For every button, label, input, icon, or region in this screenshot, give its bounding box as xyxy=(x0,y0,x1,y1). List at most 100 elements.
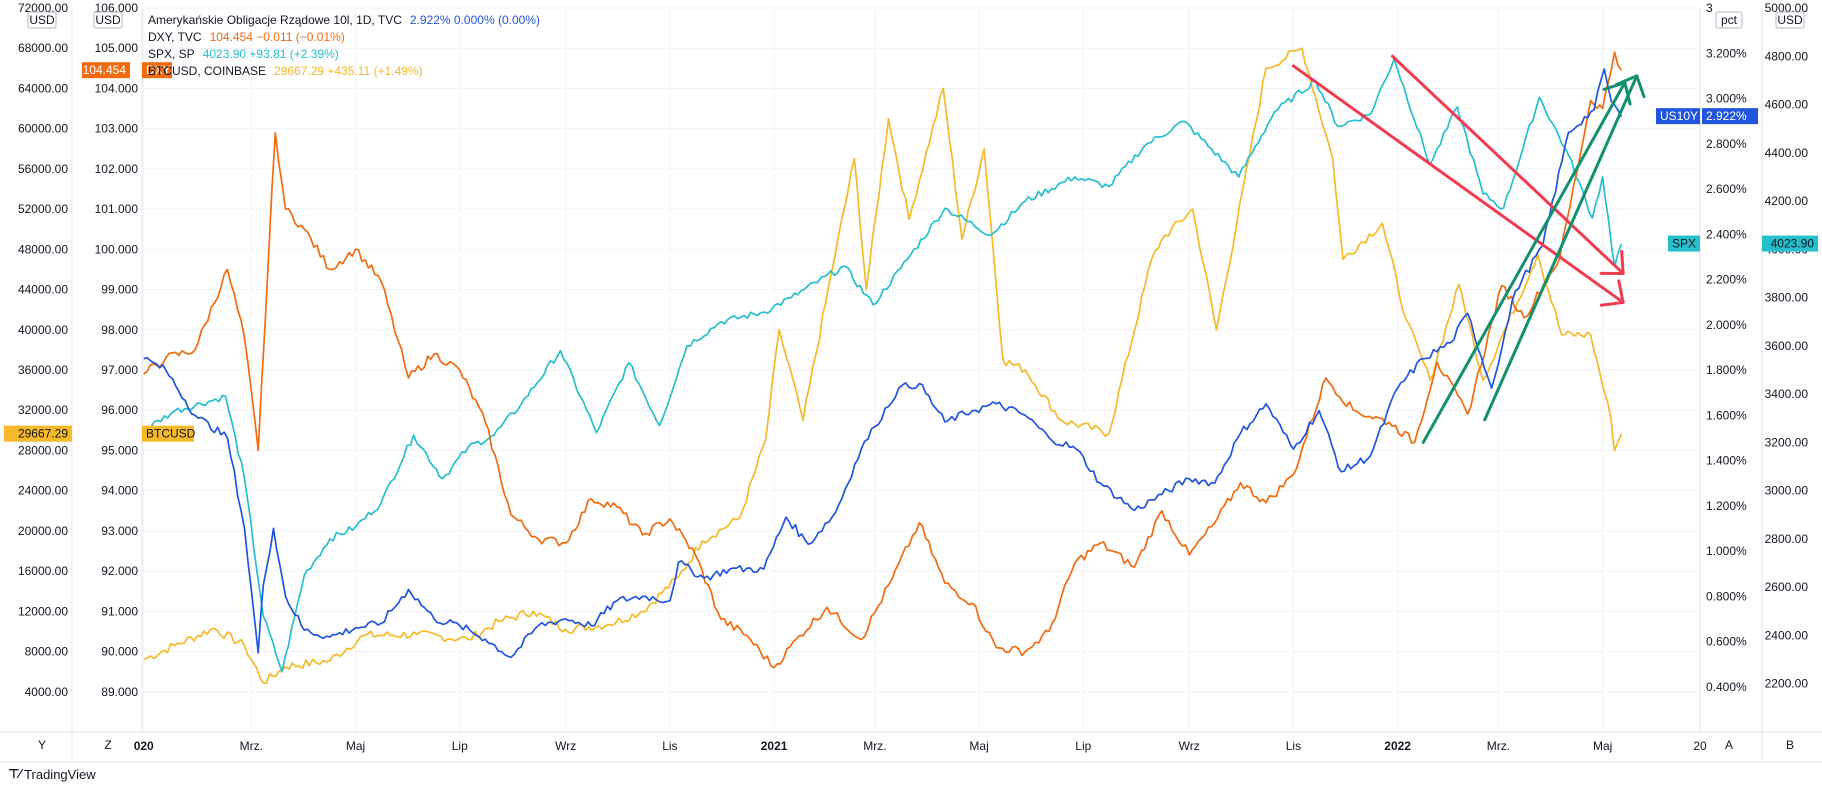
axis-tick-label: 16000.00 xyxy=(18,564,68,578)
btc-label-badge-box xyxy=(142,425,194,442)
axis-tick-label: 92.000 xyxy=(101,564,138,578)
btc-price-axis[interactable]: 4000.00 8000.00 12000.00 16000.00 20000.00 24… xyxy=(18,1,68,699)
far-left-unit-box[interactable] xyxy=(27,11,57,29)
axis-tick-label: 8000.00 xyxy=(25,645,69,659)
left-unit-box[interactable] xyxy=(93,11,123,29)
legend-name-spx: SPX, SP xyxy=(148,47,195,61)
arrow-head[interactable] xyxy=(1599,250,1625,275)
axis-tick-label: 60000.00 xyxy=(18,122,68,136)
axis-tick-label: 2200.00 xyxy=(1765,677,1809,691)
left-unit-label: USD xyxy=(95,13,121,27)
frame xyxy=(0,8,1822,763)
time-tick-label: Mrz. xyxy=(1487,739,1510,753)
series-lines xyxy=(143,47,1623,685)
time-tick-label: Lis xyxy=(1286,739,1301,753)
time-tick-label: Lip xyxy=(1075,739,1091,753)
legend-row-btc[interactable]: BTCUSD, COINBASE 29667.29 +435.11 (+1.49%… xyxy=(148,64,423,78)
arrow-line[interactable] xyxy=(1483,74,1639,422)
legend-values-spx: 4023.90 +93.81 (+2.39%) xyxy=(203,47,339,61)
time-tick-label: Maj xyxy=(1593,739,1612,753)
axis-tick-label: 3.000% xyxy=(1706,92,1747,106)
pct-unit-label: pct xyxy=(1721,13,1738,27)
axis-tick-label: 56000.00 xyxy=(18,162,68,176)
axis-tick-label: 3.200% xyxy=(1706,46,1747,60)
axis-tick-label: 2600.00 xyxy=(1765,580,1809,594)
axis-tick-label: 93.000 xyxy=(101,524,138,538)
axis-tick-label: 28000.00 xyxy=(18,443,68,457)
b-button[interactable]: B xyxy=(1786,738,1794,752)
arrow-line[interactable] xyxy=(1421,81,1627,444)
legend-row-us10y[interactable]: Amerykańskie Obligacje Rządowe 10l, 1D, … xyxy=(148,13,540,27)
pct-unit-box[interactable] xyxy=(1715,11,1743,29)
axis-tick-label: 100.000 xyxy=(95,242,139,256)
axis-corner-buttons[interactable]: Y Z A B xyxy=(38,738,1794,752)
axis-tick-label: 44000.00 xyxy=(18,283,68,297)
time-tick-label: 2021 xyxy=(761,739,788,753)
axis-tick-label: 24000.00 xyxy=(18,484,68,498)
axis-tick-label: 103.000 xyxy=(95,122,139,136)
arrow-line[interactable] xyxy=(1391,54,1625,275)
drawing-arrows[interactable] xyxy=(1291,54,1646,444)
axis-tick-label: 95.000 xyxy=(101,443,138,457)
time-tick-label: Lip xyxy=(452,739,468,753)
us10y-label-badge-box xyxy=(1656,108,1700,125)
legend-values-us10y: 2.922% 0.000% (0.00%) xyxy=(410,13,540,27)
spx-price-axis[interactable]: 2200.00 2400.00 2600.00 2800.00 3000.00 3200.… xyxy=(1765,1,1809,691)
axis-tick-label: 101.000 xyxy=(95,202,139,216)
axis-tick-label: 2.200% xyxy=(1706,273,1747,287)
axis-tick-label: 91.000 xyxy=(101,604,138,618)
axis-tick-label: 2800.00 xyxy=(1765,532,1809,546)
axis-unit-labels: USD USD pct USD xyxy=(27,11,1805,29)
time-axis[interactable]: 020 Mrz. Maj Lip Wrz Lis 2021 Mrz. Maj Lip Wrz Lis 2… xyxy=(134,739,1707,753)
axis-tick-label: 40000.00 xyxy=(18,323,68,337)
legend-name-dxy: DXY, TVC xyxy=(148,30,202,44)
axis-tick-label: 36000.00 xyxy=(18,363,68,377)
brand-name: TradingView xyxy=(24,766,96,782)
axis-tick-label: 32000.00 xyxy=(18,403,68,417)
tradingview-mark-icon: ⊤⁄ xyxy=(8,766,21,781)
time-tick-label: Mrz. xyxy=(240,739,263,753)
legend-name-btc: BTCUSD, COINBASE xyxy=(148,64,266,78)
legend-row-dxy[interactable]: DXY, TVC 104.454 −0.011 (−0.01%) xyxy=(148,30,345,44)
z-button[interactable]: Z xyxy=(104,738,111,752)
axis-tick-label: 20000.00 xyxy=(18,524,68,538)
right-unit-box[interactable] xyxy=(1775,11,1805,29)
tradingview-logo[interactable]: ⊤⁄ TradingView xyxy=(8,766,96,782)
axis-tick-label: 1.800% xyxy=(1706,363,1747,377)
spx-label-badge-box xyxy=(1668,235,1700,252)
axis-tick-label: 96.000 xyxy=(101,403,138,417)
legend-name-us10y: Amerykańskie Obligacje Rządowe 10l, 1D, … xyxy=(148,13,402,27)
arrow-head[interactable] xyxy=(1599,279,1625,307)
series-line-us10y xyxy=(143,68,1623,659)
time-tick-label: 2022 xyxy=(1384,739,1411,753)
price-badges: 104.454 DXY 29667.29 BTCUSD US10Y 2.922% SPX 40… xyxy=(4,62,1818,442)
axis-tick-label: 99.000 xyxy=(101,283,138,297)
series-legend[interactable]: Amerykańskie Obligacje Rządowe 10l, 1D, … xyxy=(148,13,540,78)
time-tick-label: 20 xyxy=(1693,739,1707,753)
axis-tick-label: 0.600% xyxy=(1706,635,1747,649)
y-button[interactable]: Y xyxy=(38,738,46,752)
btc-value-badge-box xyxy=(4,425,72,442)
axis-tick-label: 3 xyxy=(1706,1,1713,15)
axis-tick-label: 52000.00 xyxy=(18,202,68,216)
axis-tick-label: 2.400% xyxy=(1706,227,1747,241)
a-button[interactable]: A xyxy=(1725,738,1733,752)
btc-label-badge: BTCUSD xyxy=(146,427,196,441)
legend-row-spx[interactable]: SPX, SP 4023.90 +93.81 (+2.39%) xyxy=(148,47,339,61)
time-tick-label: Maj xyxy=(969,739,988,753)
axis-tick-label: 2400.00 xyxy=(1765,628,1809,642)
axis-tick-label: 1.600% xyxy=(1706,408,1747,422)
arrow-head[interactable] xyxy=(1615,74,1646,99)
axis-tick-label: 2.000% xyxy=(1706,318,1747,332)
legend-values-btc: 29667.29 +435.11 (+1.49%) xyxy=(274,64,423,78)
axis-tick-label: 68000.00 xyxy=(18,41,68,55)
dxy-price-axis[interactable]: 89.000 90.000 91.000 92.000 93.000 94.000 95.0… xyxy=(95,1,139,699)
axis-tick-label: 1.200% xyxy=(1706,499,1747,513)
axis-tick-label: 4400.00 xyxy=(1765,146,1809,160)
us10y-price-axis[interactable]: 0.400% 0.600% 0.800% 1.000% 1.200% 1.400% 1.60… xyxy=(1706,1,1747,694)
spx-value-badge-box xyxy=(1762,235,1818,252)
arrow-line[interactable] xyxy=(1291,64,1625,304)
spx-label-badge: SPX xyxy=(1672,237,1696,251)
